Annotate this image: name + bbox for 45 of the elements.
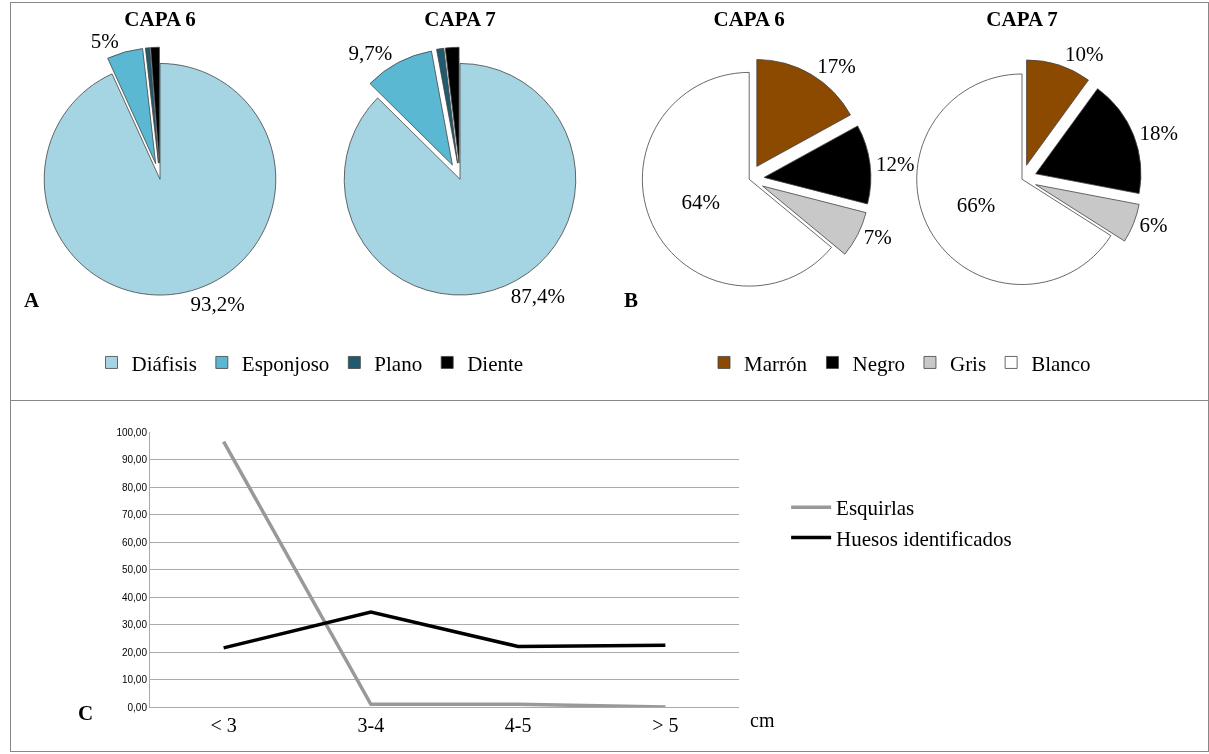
- data-label: 5%: [90, 28, 119, 53]
- text: B: [624, 288, 639, 312]
- x-axis-title: cm: [750, 709, 775, 731]
- y-tick-label: 60,00: [121, 536, 148, 548]
- y-tick-label: 30,00: [121, 619, 148, 630]
- data-label: 10%: [1065, 42, 1104, 67]
- legend-label: Gris: [949, 351, 987, 376]
- chart-title: CAPA 7: [424, 7, 496, 32]
- legend-label: Esponjoso: [241, 351, 330, 376]
- y-tick-label: 10,00: [121, 674, 148, 685]
- data-label: 66%: [956, 192, 996, 217]
- x-tick-label: > 5: [652, 714, 679, 736]
- legend-label: Esquirlas: [836, 496, 915, 521]
- y-tick-label: 20,00: [121, 646, 148, 658]
- legend-label: Negro: [852, 351, 905, 376]
- chart-title: CAPA 6: [713, 7, 785, 32]
- y-tick-label: 0,00: [127, 701, 148, 713]
- y-tick-label: 70,00: [121, 509, 148, 520]
- y-tick-label: 100,00: [116, 426, 148, 438]
- x-tick-label: 3-4: [357, 714, 385, 736]
- legend-label: Diáfisis: [131, 351, 197, 376]
- y-tick-label: 40,00: [121, 591, 148, 603]
- x-tick-label: 4-5: [504, 714, 532, 736]
- legend-label: Marrón: [744, 351, 808, 376]
- legend-label: Blanco: [1031, 351, 1091, 376]
- data-label: 7%: [863, 225, 892, 250]
- data-label: 12%: [876, 151, 915, 176]
- legend-label: Huesos identificados: [836, 526, 1012, 551]
- data-label: 64%: [681, 190, 721, 214]
- legend-label: Diente: [467, 351, 524, 376]
- y-tick-label: 80,00: [121, 481, 148, 493]
- chart-title: CAPA 7: [986, 7, 1058, 32]
- data-label: 18%: [1139, 121, 1179, 146]
- y-tick-label: 90,00: [121, 454, 148, 465]
- legend-label: Plano: [374, 351, 423, 376]
- data-label: 87,4%: [510, 284, 565, 309]
- data-label: 93,2%: [190, 291, 245, 316]
- text: C: [78, 701, 94, 725]
- data-label: 9,7%: [348, 41, 393, 66]
- x-tick-label: < 3: [210, 714, 237, 736]
- data-label: 6%: [1139, 213, 1168, 238]
- chart-title: CAPA 6: [124, 7, 196, 32]
- text: A: [24, 288, 40, 312]
- y-tick-label: 50,00: [121, 564, 148, 575]
- data-label: 17%: [817, 53, 856, 78]
